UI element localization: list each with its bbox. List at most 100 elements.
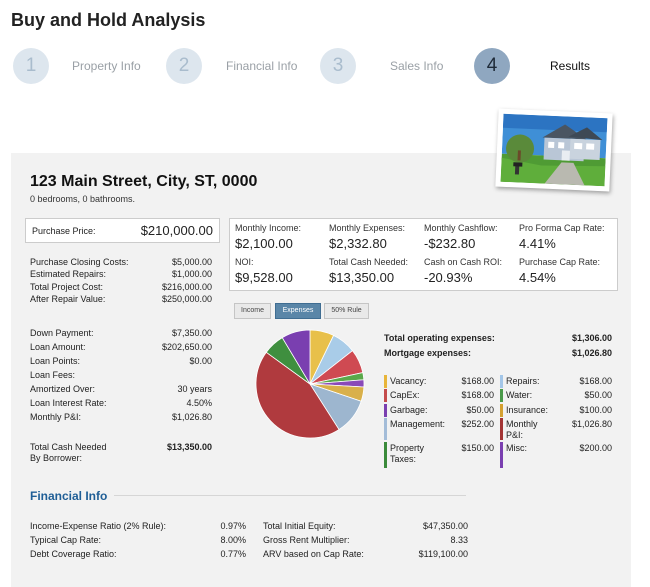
cost-label: Estimated Repairs: [30, 269, 107, 280]
pie-slice-monthly-p-i [255, 351, 340, 439]
metric-value: $13,350.00 [329, 270, 395, 285]
legend-color-bar [384, 375, 387, 388]
metric-label: Monthly Income: [235, 223, 302, 233]
step-3-label[interactable]: Sales Info [390, 59, 444, 73]
cost-value: $250,000.00 [161, 293, 212, 304]
expense-value: $100.00 [579, 405, 612, 415]
fin-right-label: Total Initial Equity: [263, 521, 336, 531]
legend-color-bar [500, 375, 503, 388]
step-2-label[interactable]: Financial Info [226, 59, 298, 73]
expense-value: $50.00 [584, 390, 612, 400]
expense-value: $168.00 [461, 376, 494, 386]
fin-left-label: Typical Cap Rate: [30, 535, 102, 545]
loan-label: Loan Amount: [30, 342, 86, 352]
loan-row: Loan Fees: [30, 370, 212, 381]
metric-item: Pro Forma Cap Rate: 4.41% [519, 223, 605, 251]
total-value: $1,026.80 [571, 348, 612, 358]
expense-label: Repairs: [506, 376, 540, 386]
expense-item: Water: $50.00 [500, 389, 612, 402]
expense-label: Monthly P&I: [506, 419, 538, 440]
expense-pie-chart [230, 319, 386, 452]
cost-row: Estimated Repairs: $1,000.00 [30, 269, 212, 280]
metric-value: -20.93% [424, 270, 473, 285]
step-4-circle[interactable]: 4 [474, 48, 510, 84]
loan-value: $1,026.80 [171, 412, 212, 422]
expense-item: Vacancy: $168.00 [384, 375, 494, 388]
metric-value: $2,332.80 [329, 236, 387, 251]
cost-label: Total Project Cost: [30, 281, 104, 292]
loan-row: Loan Points: $0.00 [30, 356, 212, 367]
expense-label: Vacancy: [390, 376, 427, 386]
loan-row: Amortized Over: 30 years [30, 384, 212, 395]
metric-value: $2,100.00 [235, 236, 293, 251]
step-1-label[interactable]: Property Info [72, 59, 141, 73]
fin-left-label: Income-Expense Ratio (2% Rule): [30, 521, 167, 531]
fin-right-row: Gross Rent Multiplier: 8.33 [263, 535, 468, 546]
legend-color-bar [500, 389, 503, 402]
cash-needed-label-1: Total Cash Needed [30, 442, 107, 452]
expense-label: Property Taxes: [390, 443, 425, 464]
cost-row: Purchase Closing Costs: $5,000.00 [30, 257, 212, 268]
expense-item: Insurance: $100.00 [500, 404, 612, 417]
loan-label: Loan Points: [30, 356, 81, 366]
expense-label: Insurance: [506, 405, 549, 415]
loan-value: 4.50% [186, 398, 212, 408]
fin-left-row: Typical Cap Rate: 8.00% [30, 535, 246, 546]
loan-row: Down Payment: $7,350.00 [30, 328, 212, 339]
legend-color-bar [384, 389, 387, 402]
tab-expenses[interactable]: Expenses [275, 303, 321, 319]
expense-item: Management: $252.00 [384, 418, 494, 440]
house-image [500, 113, 608, 187]
pie-slice-misc [281, 329, 311, 386]
total-label: Total operating expenses: [384, 333, 495, 343]
expense-item: Misc: $200.00 [500, 442, 612, 468]
step-4-label[interactable]: Results [550, 59, 591, 73]
cost-value: $216,000.00 [161, 281, 212, 292]
cost-value: $5,000.00 [171, 257, 212, 267]
metric-label: Monthly Cashflow: [424, 223, 498, 233]
total-row: Mortgage expenses: $1,026.80 [384, 348, 612, 359]
fin-right-row: Total Initial Equity: $47,350.00 [263, 521, 468, 532]
step-3-circle[interactable]: 3 [320, 48, 356, 84]
loan-value: 30 years [177, 384, 212, 394]
cost-row: After Repair Value: $250,000.00 [30, 294, 212, 305]
expense-label: Misc: [506, 443, 527, 453]
legend-color-bar [384, 442, 387, 468]
fin-right-value: 8.33 [450, 535, 468, 545]
metric-item: Monthly Cashflow: -$232.80 [424, 223, 498, 251]
fin-right-value: $119,100.00 [418, 549, 468, 559]
fin-left-value: 0.97% [220, 521, 246, 531]
expense-item: Monthly P&I: $1,026.80 [500, 418, 612, 440]
legend-color-bar [384, 418, 387, 440]
cash-needed-label-2: By Borrower: [30, 453, 83, 463]
loan-row: Loan Interest Rate: 4.50% [30, 398, 212, 409]
purchase-price-label: Purchase Price: [32, 226, 96, 236]
total-row: Total operating expenses: $1,306.00 [384, 333, 612, 344]
metric-label: Cash on Cash ROI: [424, 257, 503, 267]
expense-value: $50.00 [466, 405, 494, 415]
total-value: $1,306.00 [571, 333, 612, 343]
expense-item: CapEx: $168.00 [384, 389, 494, 402]
financial-info-title: Financial Info [30, 489, 108, 503]
expense-value: $168.00 [579, 376, 612, 386]
loan-label: Loan Interest Rate: [30, 398, 107, 408]
tab-50-rule[interactable]: 50% Rule [324, 303, 369, 319]
financial-info-divider [114, 495, 466, 496]
metric-value: $9,528.00 [235, 270, 293, 285]
metric-value: 4.41% [519, 236, 556, 251]
step-2-circle[interactable]: 2 [166, 48, 202, 84]
expense-value: $200.00 [579, 443, 612, 453]
property-photo [495, 108, 613, 192]
page-title: Buy and Hold Analysis [11, 10, 206, 30]
metric-label: NOI: [235, 257, 254, 267]
metric-label: Purchase Cap Rate: [519, 257, 601, 267]
expense-value: $252.00 [461, 419, 494, 429]
metric-label: Pro Forma Cap Rate: [519, 223, 605, 233]
tab-income[interactable]: Income [234, 303, 271, 319]
step-1-circle[interactable]: 1 [13, 48, 49, 84]
loan-label: Monthly P&I: [30, 412, 82, 422]
fin-right-row: ARV based on Cap Rate: $119,100.00 [263, 549, 468, 560]
fin-right-label: ARV based on Cap Rate: [263, 549, 364, 559]
expense-value: $168.00 [461, 390, 494, 400]
expense-label: CapEx: [390, 390, 420, 400]
